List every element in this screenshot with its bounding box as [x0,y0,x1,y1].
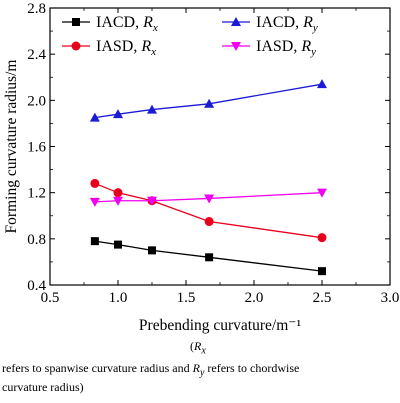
data-point [318,267,326,276]
legend-label-var: R [140,38,151,55]
caption-text-c: curvature radius) [2,380,84,394]
caption-line-1: (Rx [190,339,230,358]
caption-text-a: refers to spanwise curvature radius and [2,361,193,375]
y-tick-label: 1.6 [27,140,46,156]
data-point [89,112,100,122]
data-point [114,240,122,249]
legend-marker [231,42,241,51]
data-point [317,79,327,89]
x-tick-label: 2.0 [245,290,264,306]
data-point [204,98,215,108]
y-tick-label: 2.4 [27,47,46,63]
data-point [90,237,99,246]
data-point [205,253,214,262]
caption-var-r: R [194,339,202,353]
data-point [204,217,214,227]
legend-label: IASD, Rx [96,38,156,58]
y-tick-label: 2.8 [27,1,46,17]
legend-marker [72,18,80,26]
caption-text-b: refers to chordwise [204,361,300,375]
x-tick-label: 0.5 [41,290,60,306]
legend-label: IASD, Ry [256,38,316,58]
series-2 [89,79,327,122]
y-axis-label: Forming curvature radius/m [3,60,20,234]
x-tick-label: 1.0 [109,290,128,306]
data-point [90,178,100,188]
legend-label-sub: y [312,22,318,34]
legend-label-text: IASD, [96,38,141,55]
x-tick-label: 3.0 [381,290,400,306]
y-tick-label: 2.0 [27,93,46,109]
legend-label-sub: x [150,46,156,58]
caption-line-3: curvature radius) [2,380,400,394]
series-line [94,182,323,239]
caption-sub-x: x [201,345,206,357]
legend-item: IACD, Rx [62,14,158,34]
data-point [147,196,157,206]
series-1 [90,178,327,243]
legend-label-var: R [302,14,313,31]
data-point [113,188,123,198]
caption-line-2: refers to spanwise curvature radius and … [2,361,400,380]
y-tick-label: 1.2 [27,186,46,202]
y-tick-label: 0.4 [27,278,46,294]
caption-sub-y: y [199,367,205,379]
data-point [89,197,100,207]
legend-item: IASD, Rx [62,38,156,58]
data-point [204,194,215,204]
data-point [113,196,123,206]
legend-label: IACD, Rx [96,14,158,34]
y-tick-label: 0.8 [27,232,46,248]
data-point [317,233,327,243]
x-tick-label: 2.5 [313,290,332,306]
x-tick-label: 1.5 [177,290,196,306]
x-axis-label: Prebending curvature/m⁻¹ [139,317,302,334]
legend-marker [231,17,241,26]
legend-label: IACD, Ry [256,14,318,34]
legend-item: IASD, Ry [222,38,316,58]
legend-label-var: R [142,14,153,31]
legend-marker [71,41,81,51]
data-point [113,109,123,119]
legend-label-sub: y [310,46,316,58]
data-point [148,246,156,255]
legend-label-sub: x [152,22,158,34]
data-point [147,104,157,114]
caption-var-r-2: R [192,361,200,375]
legend-label-text: IACD, [256,14,303,31]
series-0 [90,237,326,276]
legend-label-var: R [300,38,311,55]
legend-item: IACD, Ry [222,14,318,34]
data-point [317,188,327,198]
series-3 [89,188,327,207]
caption-open-paren: ( [190,339,194,353]
legend-label-text: IACD, [96,14,143,31]
legend-label-text: IASD, [256,38,301,55]
